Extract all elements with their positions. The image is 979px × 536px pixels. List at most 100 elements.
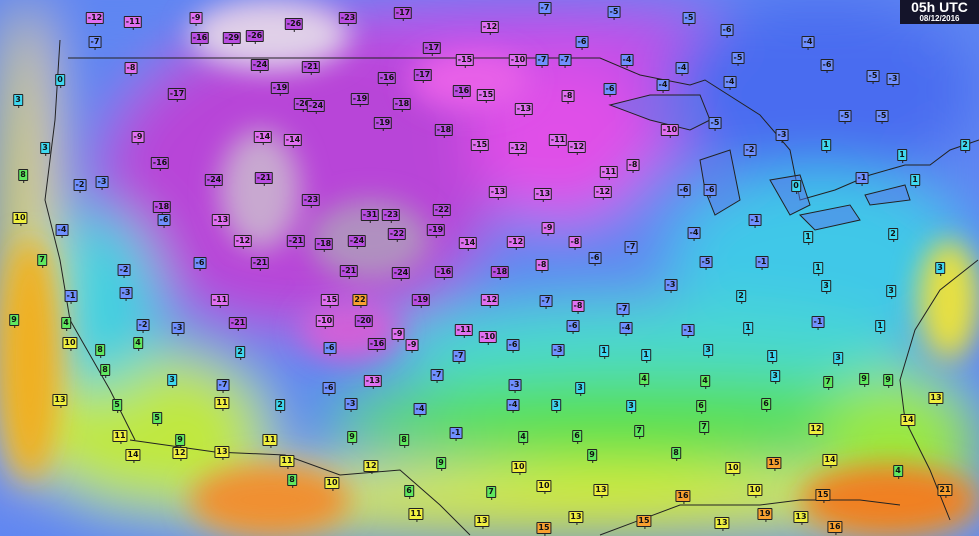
station-temperature: 3 — [40, 142, 50, 156]
station-temperature: 13 — [793, 511, 809, 525]
station-temperature: -10 — [508, 54, 528, 68]
station-temperature: 13 — [214, 446, 230, 460]
station-temperature: -31 — [360, 209, 380, 223]
station-temperature: -6 — [323, 342, 337, 356]
station-temperature: -12 — [508, 142, 528, 156]
station-temperature: -3 — [508, 379, 522, 393]
station-temperature: -1 — [811, 316, 825, 330]
station-temperature: 7 — [486, 486, 496, 500]
station-temperature: -11 — [548, 134, 568, 148]
station-temperature: 6 — [696, 400, 706, 414]
station-temperature: 14 — [822, 454, 838, 468]
station-temperature: -18 — [152, 201, 172, 215]
station-temperature: -17 — [422, 42, 442, 56]
station-temperature: 3 — [886, 285, 896, 299]
station-temperature: -10 — [660, 124, 680, 138]
station-temperature: -7 — [430, 369, 444, 383]
station-temperature: -21 — [339, 265, 359, 279]
station-temperature: -23 — [381, 209, 401, 223]
station-temperature: -4 — [619, 322, 633, 336]
station-temperature: -16 — [190, 32, 210, 46]
station-temperature: -17 — [413, 69, 433, 83]
station-temperature: -7 — [558, 54, 572, 68]
station-temperature: 6 — [572, 430, 582, 444]
station-temperature: 6 — [761, 398, 771, 412]
station-temperature: 4 — [700, 375, 710, 389]
station-temperature: -4 — [506, 399, 520, 413]
station-temperature: 1 — [910, 174, 920, 188]
station-temperature: 3 — [833, 352, 843, 366]
station-temperature: 13 — [52, 394, 68, 408]
station-temperature: -6 — [157, 214, 171, 228]
station-temperature: -24 — [347, 235, 367, 249]
station-temperature: -5 — [682, 12, 696, 26]
station-temperature: -5 — [875, 110, 889, 124]
station-temperature: 13 — [568, 511, 584, 525]
station-temperature: 0 — [791, 180, 801, 194]
station-temperature: -5 — [708, 117, 722, 131]
station-temperature: -4 — [687, 227, 701, 241]
station-temperature: 22 — [352, 294, 368, 308]
station-temperature: -6 — [588, 252, 602, 266]
station-temperature: 16 — [675, 490, 691, 504]
station-temperature: -7 — [616, 303, 630, 317]
station-temperature: 1 — [821, 139, 831, 153]
station-temperature: -18 — [490, 266, 510, 280]
station-temperature: 3 — [821, 280, 831, 294]
station-temperature: 1 — [803, 231, 813, 245]
station-temperature: -9 — [541, 222, 555, 236]
station-temperature: 9 — [587, 449, 597, 463]
station-temperature: -12 — [593, 186, 613, 200]
station-temperature: -2 — [743, 144, 757, 158]
station-temperature: 9 — [436, 457, 446, 471]
station-temperature: 3 — [935, 262, 945, 276]
station-temperature: 8 — [671, 447, 681, 461]
station-temperature: -13 — [514, 103, 534, 117]
station-temperature: 3 — [13, 94, 23, 108]
station-temperature: -19 — [373, 117, 393, 131]
station-temperature: -21 — [254, 172, 274, 186]
station-temperature: -6 — [820, 59, 834, 73]
station-temperature: -4 — [723, 76, 737, 90]
station-temperature: -13 — [211, 214, 231, 228]
station-temperature: -22 — [432, 204, 452, 218]
station-temperature: -16 — [452, 85, 472, 99]
station-temperature: -3 — [775, 129, 789, 143]
station-temperature: 4 — [518, 431, 528, 445]
station-temperature: 2 — [235, 346, 245, 360]
station-temperature: 9 — [175, 434, 185, 448]
station-temperature: 7 — [823, 376, 833, 390]
station-temperature: -9 — [405, 339, 419, 353]
station-temperature: -6 — [720, 24, 734, 38]
station-temperature: -4 — [620, 54, 634, 68]
station-temperature: -23 — [301, 194, 321, 208]
station-temperature: -26 — [284, 18, 304, 32]
station-temperature: 9 — [347, 431, 357, 445]
station-temperature: 8 — [399, 434, 409, 448]
station-temperature: 9 — [9, 314, 19, 328]
station-temperature: -1 — [748, 214, 762, 228]
station-temperature: 13 — [928, 392, 944, 406]
station-temperature: -16 — [150, 157, 170, 171]
station-temperature: -15 — [320, 294, 340, 308]
station-temperature: -6 — [566, 320, 580, 334]
station-temperature: -7 — [539, 295, 553, 309]
station-temperature: -2 — [136, 319, 150, 333]
time-stamp: 05h UTC 08/12/2016 — [900, 0, 979, 24]
station-temperature: -21 — [286, 235, 306, 249]
station-temperature: -19 — [426, 224, 446, 238]
station-temperature: -11 — [599, 166, 619, 180]
station-temperature: 1 — [813, 262, 823, 276]
station-temperature: -1 — [449, 427, 463, 441]
station-temperature: -7 — [88, 36, 102, 50]
station-temperature: -3 — [664, 279, 678, 293]
station-temperature: 2 — [736, 290, 746, 304]
station-temperature: 10 — [511, 461, 527, 475]
station-temperature: -5 — [838, 110, 852, 124]
east-coast — [899, 259, 979, 521]
station-temperature: -17 — [167, 88, 187, 102]
station-temperature: 3 — [626, 400, 636, 414]
station-temperature: -19 — [411, 294, 431, 308]
station-temperature: -26 — [245, 30, 265, 44]
